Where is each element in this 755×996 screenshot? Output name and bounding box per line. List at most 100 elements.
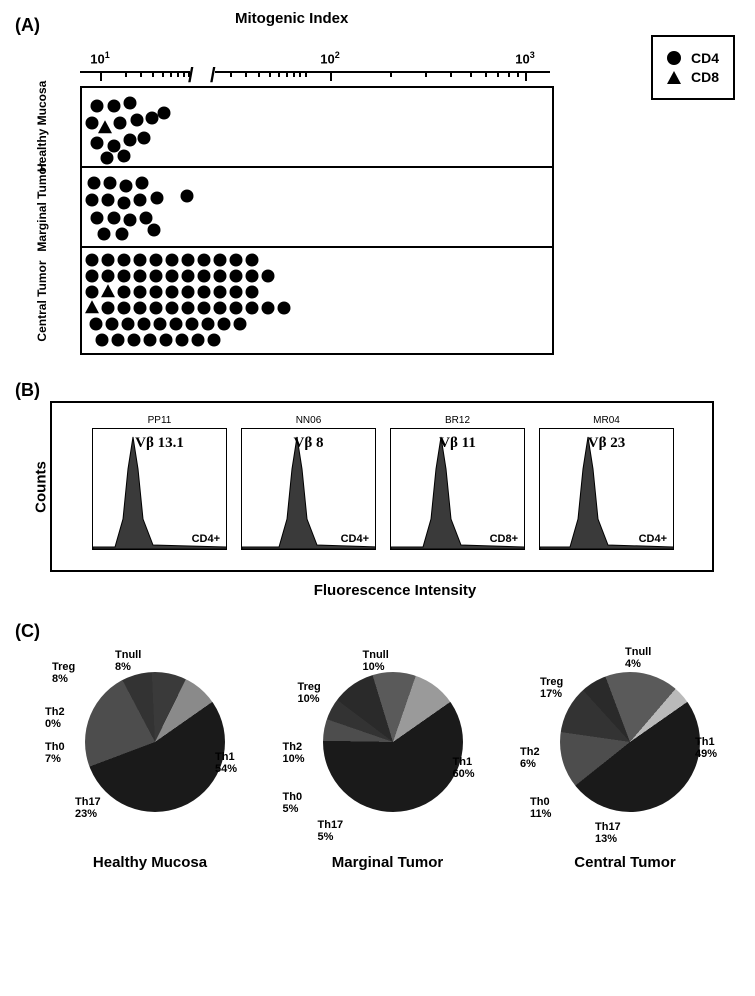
pie-wrap: Th149%Th1713%Th011%Th26%Treg17%Tnull4% [515,642,735,852]
cd4-point [214,286,227,299]
panel-a: (A) Mitogenic Index CD4 CD8 //101102103 … [15,15,740,355]
panel-b-xlabel: Fluorescence Intensity [50,582,740,599]
cd4-point [102,302,115,315]
cd4-point [86,270,99,283]
cd4-point [134,286,147,299]
pies-row: Th154%Th1723%Th07%Th20%Treg8%Tnull8% Heal… [40,642,735,871]
cd4-point [108,100,121,113]
cd4-point [118,197,131,210]
cd4-point [170,318,183,331]
pie-title: Healthy Mucosa [40,854,260,871]
cd4-point [112,334,125,347]
cd4-point [124,214,137,227]
histo-box: Vβ 23 CD4+ [539,428,674,550]
cd4-point [214,302,227,315]
cd4-point [98,228,111,241]
cd4-point [120,180,133,193]
histo-vb: Vβ 11 [391,435,524,452]
cd4-point [198,270,211,283]
histo-box: Vβ 13.1 CD4+ [92,428,227,550]
cd4-point [86,194,99,207]
cd4-point [134,194,147,207]
strips-container: Healthy MucosaMarginal TumorCentral Tumo… [70,86,550,355]
cd4-point [108,212,121,225]
cd4-point [102,194,115,207]
histo-vb: Vβ 23 [540,435,673,452]
cd4-point [128,334,141,347]
cd4-point [150,286,163,299]
cd4-point [140,212,153,225]
pie-wrap: Th154%Th1723%Th07%Th20%Treg8%Tnull8% [40,642,260,852]
cd4-point [122,318,135,331]
strip-label: Central Tumor [35,256,49,346]
pie-slice-label: Th1723% [75,797,101,820]
strip-label: Healthy Mucosa [35,82,49,172]
histogram-MR04: MR04Vβ 23CD4+ [539,415,674,550]
cd4-point [246,286,259,299]
cd4-point [218,318,231,331]
panel-b: (B) Counts PP11Vβ 13.1CD4+NN06Vβ 8CD4+BR… [15,380,740,599]
cd4-point [246,302,259,315]
legend-cd4-text: CD4 [691,50,719,66]
pie-slice-label: Th011% [530,797,551,820]
cd4-point [278,302,291,315]
panel-a-legend: CD4 CD8 [651,35,735,100]
cd4-point [246,270,259,283]
pie-slice-label: Th175% [318,820,344,843]
legend-cd8: CD8 [667,69,719,85]
cd4-point [192,334,205,347]
cd4-point [166,254,179,267]
cd4-point [160,334,173,347]
histo-vb: Vβ 8 [242,435,375,452]
cd4-point [182,286,195,299]
panel-a-title: Mitogenic Index [235,10,348,27]
strip-label: Marginal Tumor [35,162,49,252]
cd4-point [102,254,115,267]
cd4-point [91,212,104,225]
cd4-point [186,318,199,331]
histo-cd: CD4+ [192,533,220,545]
histogram-BR12: BR12Vβ 11CD8+ [390,415,525,550]
cd4-point [150,254,163,267]
histo-sample: PP11 [92,415,227,426]
cd4-point [116,228,129,241]
cd4-point [118,150,131,163]
cd4-point [86,286,99,299]
cd4-point [144,334,157,347]
cd4-point [131,114,144,127]
cd4-point [182,270,195,283]
histo-box: Vβ 8CD4+ [241,428,376,550]
cd4-point [91,137,104,150]
cd4-point [136,177,149,190]
cd4-point [91,100,104,113]
pie-column: Th160%Th175%Th05%Th210%Treg10%Tnull10%Ma… [278,642,498,871]
cd4-point [262,302,275,315]
histogram-PP11: PP11 Vβ 13.1 CD4+ [92,415,227,550]
cd4-point [118,302,131,315]
histo-cd: CD8+ [490,533,518,545]
cd4-point [124,134,137,147]
cd4-point [114,117,127,130]
pie-slice-label: Tnull4% [625,647,651,670]
histo-box: Vβ 11 CD8+ [390,428,525,550]
strip-2: Central Tumor [80,248,554,355]
cd4-point [102,270,115,283]
cd4-point [166,302,179,315]
cd4-point [208,334,221,347]
pie-slice-label: Th160% [453,757,475,780]
pie-chart [85,672,225,812]
histo-cd: CD4+ [639,533,667,545]
pie-slice-label: Th1713% [595,822,621,845]
cd4-point [124,97,137,110]
cd4-point [148,224,161,237]
panel-c: (C) Th154%Th1723%Th07%Th20%Treg8%Tnull8%… [15,621,740,871]
cd4-point [138,132,151,145]
histo-sample: NN06 [241,415,376,426]
cd4-point [182,302,195,315]
pie-slice-label: Tnull10% [363,650,389,673]
panel-a-label: (A) [15,15,740,36]
histo-vb: Vβ 13.1 [93,435,226,452]
cd4-point [150,270,163,283]
cd4-point [166,270,179,283]
cd4-point [154,318,167,331]
